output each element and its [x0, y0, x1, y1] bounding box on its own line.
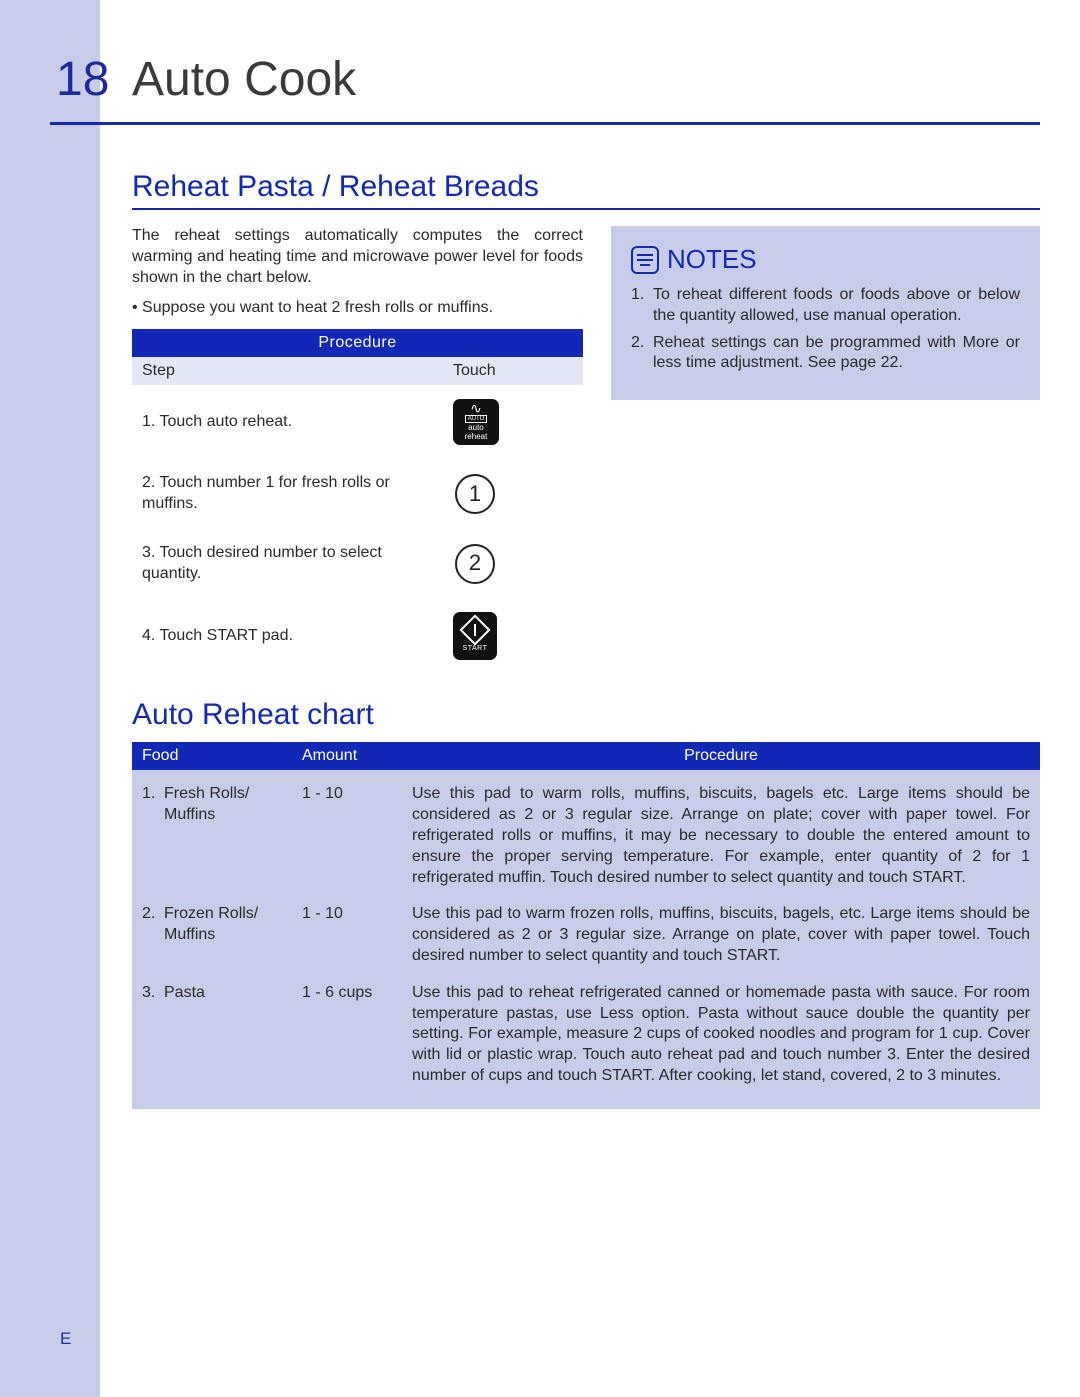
notes-list: 1.To reheat different foods or foods abo… — [631, 285, 1020, 374]
page-title: Auto Cook — [132, 52, 356, 107]
left-column: The reheat settings automatically comput… — [132, 226, 583, 674]
notes-title: NOTES — [667, 244, 757, 275]
right-column: NOTES 1.To reheat different foods or foo… — [611, 226, 1040, 674]
touch-icon-cell: ∿ AUTO auto reheat — [453, 399, 573, 445]
chart-title: Auto Reheat chart — [132, 698, 1040, 732]
number-1-icon: 1 — [455, 474, 495, 514]
chart-amount: 1 - 6 cups — [302, 983, 412, 1087]
chart-procedure: Use this pad to reheat refrigerated cann… — [412, 983, 1030, 1087]
chart-amount: 1 - 10 — [302, 784, 412, 888]
touch-icon-cell: START — [453, 612, 573, 660]
procedure-row: 2. Touch number 1 for fresh rolls or muf… — [132, 459, 583, 529]
chart-row: 3.Pasta 1 - 6 cups Use this pad to rehea… — [142, 975, 1030, 1095]
content-area: Reheat Pasta / Reheat Breads The reheat … — [132, 170, 1040, 1109]
chart-header-amount: Amount — [302, 747, 412, 765]
notes-item: 1.To reheat different foods or foods abo… — [631, 285, 1020, 327]
two-column-layout: The reheat settings automatically comput… — [132, 226, 1040, 674]
chart-amount: 1 - 10 — [302, 904, 412, 966]
start-icon: START — [453, 612, 497, 660]
chart-row: 1.Fresh Rolls/ Muffins 1 - 10 Use this p… — [142, 776, 1030, 896]
footer-mark: E — [60, 1329, 71, 1349]
chart-procedure: Use this pad to warm rolls, muffins, bis… — [412, 784, 1030, 888]
touch-icon-cell: 1 — [453, 474, 573, 514]
touch-header: Touch — [453, 362, 573, 380]
procedure-row: 1. Touch auto reheat. ∿ AUTO auto reheat — [132, 385, 583, 459]
section-underline — [132, 208, 1040, 210]
step-text: 1. Touch auto reheat. — [142, 412, 453, 433]
section-title: Reheat Pasta / Reheat Breads — [132, 170, 1040, 204]
page-number: 18 — [56, 52, 109, 107]
chart-body: 1.Fresh Rolls/ Muffins 1 - 10 Use this p… — [132, 770, 1040, 1108]
step-text: 3. Touch desired number to select quanti… — [142, 543, 453, 585]
chart-food: 2.Frozen Rolls/ Muffins — [142, 904, 302, 966]
chart-header-row: Food Amount Procedure — [132, 742, 1040, 770]
procedure-row: 3. Touch desired number to select quanti… — [132, 529, 583, 599]
procedure-row: 4. Touch START pad. START — [132, 598, 583, 674]
procedure-subheader: Step Touch — [132, 357, 583, 385]
chart-section: Auto Reheat chart Food Amount Procedure … — [132, 698, 1040, 1108]
notes-box: NOTES 1.To reheat different foods or foo… — [611, 226, 1040, 400]
auto-reheat-icon: ∿ AUTO auto reheat — [453, 399, 499, 445]
intro-text: The reheat settings automatically comput… — [132, 226, 583, 288]
chart-header-procedure: Procedure — [412, 747, 1030, 765]
step-text: 2. Touch number 1 for fresh rolls or muf… — [142, 473, 453, 515]
number-2-icon: 2 — [455, 544, 495, 584]
chart-food: 1.Fresh Rolls/ Muffins — [142, 784, 302, 888]
sidebar-band — [0, 0, 100, 1397]
chart-header-food: Food — [142, 747, 302, 765]
chart-row: 2.Frozen Rolls/ Muffins 1 - 10 Use this … — [142, 896, 1030, 974]
notes-icon — [631, 246, 659, 274]
bullet-text: • Suppose you want to heat 2 fresh rolls… — [132, 298, 583, 319]
title-underline — [50, 122, 1040, 125]
chart-food: 3.Pasta — [142, 983, 302, 1087]
notes-item: 2.Reheat settings can be programmed with… — [631, 333, 1020, 375]
procedure-header: Procedure — [132, 329, 583, 357]
step-header: Step — [142, 362, 453, 380]
chart-procedure: Use this pad to warm frozen rolls, muffi… — [412, 904, 1030, 966]
step-text: 4. Touch START pad. — [142, 626, 453, 647]
notes-heading: NOTES — [631, 244, 1020, 275]
touch-icon-cell: 2 — [453, 544, 573, 584]
